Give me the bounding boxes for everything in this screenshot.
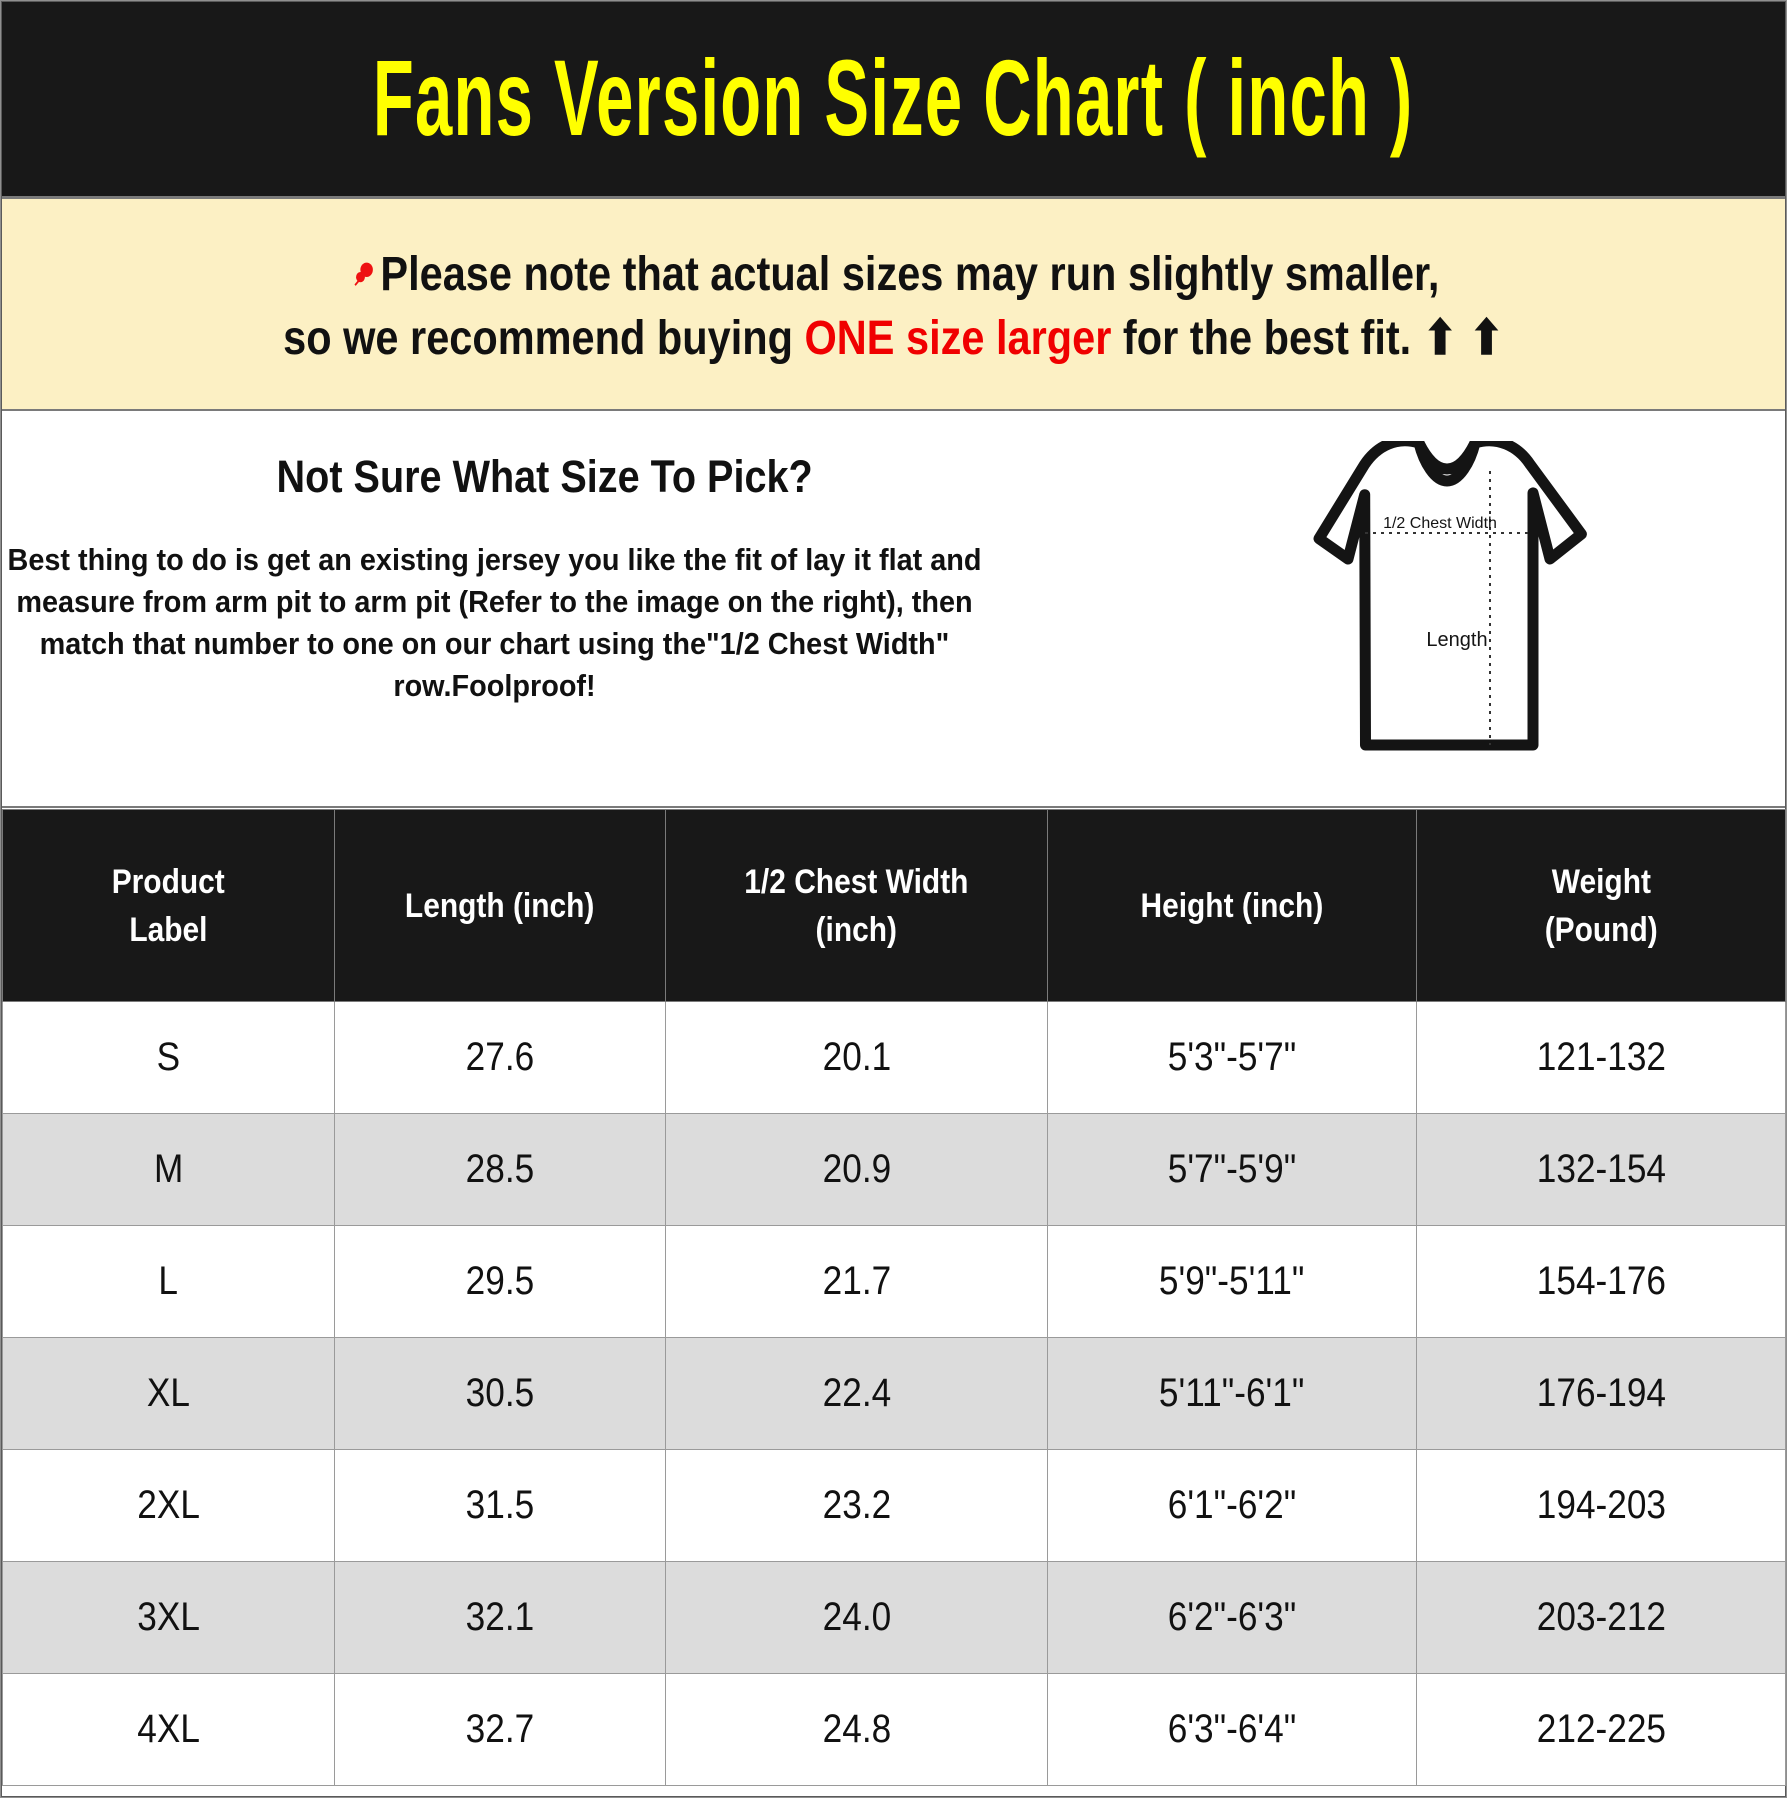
svg-text:Length: Length bbox=[1426, 629, 1487, 651]
svg-text:1/2 Chest Width: 1/2 Chest Width bbox=[1383, 515, 1497, 532]
